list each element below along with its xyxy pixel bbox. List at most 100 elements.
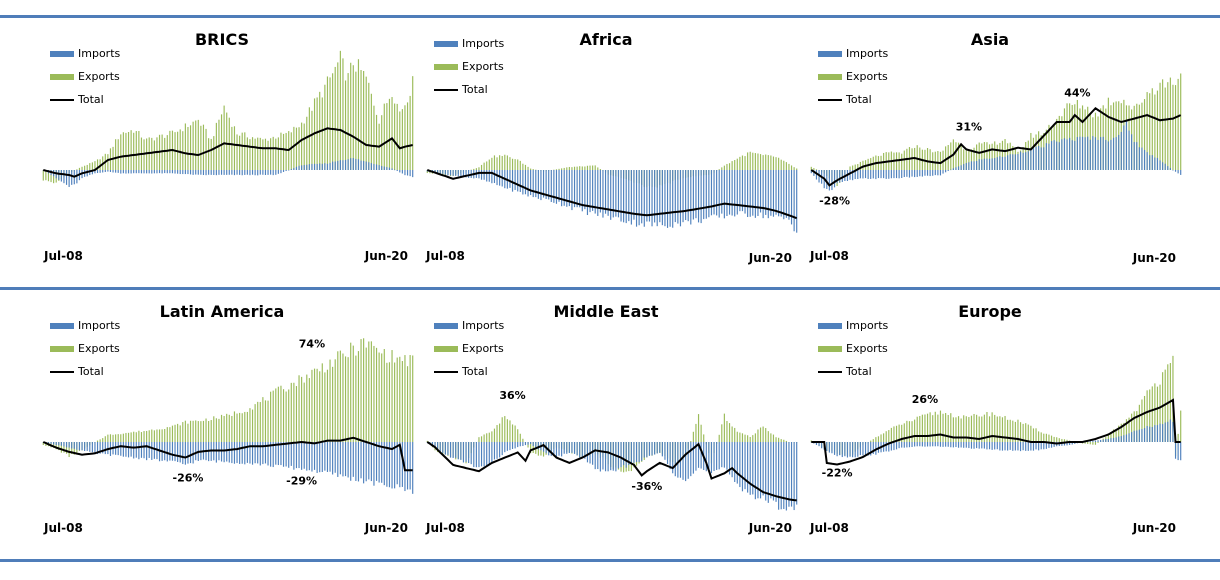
import-bar [937, 170, 939, 176]
export-bar [721, 424, 723, 442]
export-bar [412, 76, 414, 170]
import-bar [60, 442, 62, 446]
import-bar [1102, 136, 1104, 170]
export-bar [744, 434, 746, 442]
export-bar [524, 164, 527, 170]
export-bar [1063, 439, 1066, 442]
import-bar [844, 442, 846, 457]
import-bar [734, 170, 736, 217]
import-bar [164, 170, 166, 174]
import-bar [1146, 425, 1148, 442]
import-bar [480, 442, 483, 467]
import-bar [342, 442, 344, 477]
export-bar [205, 128, 207, 170]
exports-series [426, 413, 798, 473]
legend-swatch-total [50, 370, 74, 373]
export-bar [695, 423, 697, 442]
export-bar [342, 58, 344, 170]
import-bar [831, 442, 833, 454]
import-bar [955, 167, 957, 170]
plot-area: -22% 26% [810, 355, 1182, 480]
import-bar [685, 170, 687, 221]
legend-swatch-imports [818, 322, 842, 329]
import-bar [301, 442, 303, 470]
import-bar [854, 170, 856, 180]
import-bar [537, 442, 539, 450]
export-bar [375, 114, 378, 170]
legend-label-imports: Imports [462, 319, 505, 332]
import-bar [257, 170, 259, 176]
import-bar [952, 168, 954, 170]
export-bar [270, 138, 272, 170]
export-bar [561, 168, 563, 170]
import-bar [102, 170, 104, 173]
export-bar [499, 423, 501, 442]
legend-label-total: Total [78, 365, 104, 378]
import-bar [1138, 429, 1140, 442]
export-bar [718, 169, 720, 170]
export-bar [919, 415, 921, 442]
import-bar [929, 442, 931, 447]
legend-item-exports: Exports [50, 65, 120, 88]
import-bar [628, 170, 630, 222]
import-bar [767, 170, 769, 219]
import-bar [187, 442, 189, 464]
export-bar [1146, 390, 1148, 442]
export-bar [313, 368, 316, 442]
import-bar [146, 170, 148, 174]
import-bar [409, 442, 411, 490]
export-bar [115, 434, 117, 442]
import-bar [1172, 421, 1174, 442]
import-bar [1007, 155, 1009, 170]
import-bar [1050, 442, 1053, 448]
export-bar [893, 426, 895, 442]
import-bar [646, 442, 648, 458]
x-axis-start-label: Jul-08 [44, 249, 83, 263]
export-bar [220, 414, 223, 442]
import-bar [86, 442, 88, 451]
import-bar [174, 170, 176, 174]
import-bar [659, 442, 661, 453]
export-bar [480, 436, 483, 442]
legend-swatch-exports [818, 73, 842, 80]
legend-swatch-total [434, 88, 458, 91]
export-bar [47, 170, 50, 182]
import-bar [491, 442, 493, 463]
import-bar [778, 442, 780, 510]
import-bar [251, 442, 254, 465]
import-bar [465, 442, 467, 462]
export-bar [1038, 431, 1040, 442]
import-bar [895, 442, 898, 450]
imports-series [426, 170, 798, 233]
export-bar [91, 162, 93, 170]
import-bar [1022, 152, 1024, 170]
export-bar [981, 416, 983, 442]
import-bar [319, 163, 321, 170]
import-bar [1097, 139, 1099, 170]
import-bar [955, 442, 957, 448]
import-bar [272, 442, 274, 468]
export-bar [373, 345, 375, 442]
export-bar [344, 356, 347, 442]
import-bar [901, 170, 903, 178]
import-bar [1112, 137, 1115, 170]
import-bar [778, 170, 780, 217]
export-bar [370, 341, 372, 442]
import-bar [870, 170, 872, 179]
export-bar [350, 342, 352, 442]
import-bar [475, 442, 477, 468]
export-bar [486, 161, 488, 170]
import-bar [140, 170, 143, 174]
export-bar [270, 391, 272, 442]
import-bar [752, 442, 754, 495]
export-bar [692, 431, 694, 442]
import-bar [571, 170, 573, 211]
import-bar [813, 170, 815, 176]
export-bar [757, 153, 759, 170]
export-bar [383, 103, 385, 170]
export-bar [573, 166, 576, 170]
import-bar [205, 170, 207, 176]
export-bar [519, 160, 521, 170]
export-bar [968, 149, 970, 170]
import-bar [828, 442, 830, 453]
